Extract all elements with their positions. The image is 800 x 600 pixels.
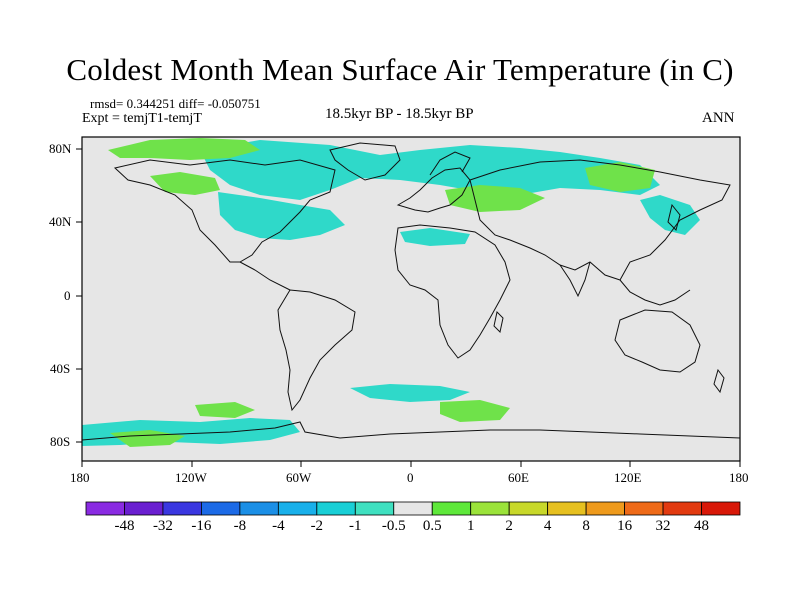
coast-new-zealand bbox=[713, 368, 725, 394]
colorbar-swatch bbox=[585, 501, 625, 516]
colorbar-swatch bbox=[85, 501, 125, 516]
colorbar-swatch bbox=[162, 501, 202, 516]
colorbar-swatch bbox=[201, 501, 241, 516]
coast-scandinavia bbox=[429, 151, 471, 176]
lat-tick-label: 80N bbox=[49, 141, 72, 156]
colorbar-label: 32 bbox=[655, 518, 671, 534]
colorbar-label: 1 bbox=[466, 518, 475, 534]
coast-greenland bbox=[329, 142, 401, 181]
period-label: 18.5kyr BP - 18.5kyr BP bbox=[325, 106, 474, 122]
colorbar-swatch bbox=[239, 501, 279, 516]
lat-tick-label: 40N bbox=[49, 214, 72, 229]
coastlines bbox=[81, 142, 741, 441]
colorbar-swatch bbox=[354, 501, 395, 516]
colorbar-label: 0.5 bbox=[422, 518, 442, 534]
colorbar-label: -1 bbox=[349, 518, 362, 534]
lon-tick-label: 60E bbox=[508, 470, 529, 485]
coast-north-america bbox=[113, 159, 336, 263]
coast-antarctica bbox=[81, 421, 741, 441]
season-label: ANN bbox=[702, 110, 735, 126]
lon-tick-label: 0 bbox=[407, 470, 414, 485]
colorbar-swatch bbox=[470, 501, 510, 516]
colorbar-swatch bbox=[662, 501, 702, 516]
colorbar-swatch bbox=[508, 501, 549, 516]
colorbar-swatch bbox=[277, 501, 318, 516]
colorbar-swatch bbox=[547, 501, 587, 516]
cool-patch-southern-atlantic bbox=[350, 384, 470, 402]
map-ticks bbox=[76, 148, 741, 467]
lat-tick-label: 80S bbox=[50, 434, 71, 449]
lon-tick-label: 180 bbox=[729, 470, 749, 485]
experiment-line: Expt = temjT1-temjT bbox=[82, 111, 202, 126]
anomaly-patches bbox=[82, 138, 700, 447]
coast-southeast-asia bbox=[619, 279, 691, 306]
warm-patch-antarctic-atlantic bbox=[440, 400, 510, 422]
coast-asia bbox=[469, 159, 731, 281]
colorbar-label: -32 bbox=[152, 518, 173, 534]
warm-patch-arctic-canada bbox=[108, 138, 260, 160]
colorbar-label: -48 bbox=[114, 518, 135, 534]
colorbar-label: -4 bbox=[272, 518, 285, 534]
colorbar-swatch bbox=[701, 501, 741, 516]
coast-south-america bbox=[277, 289, 356, 412]
coast-japan bbox=[667, 203, 681, 231]
warm-patch-antarctic-pacific bbox=[195, 402, 255, 418]
colorbar-label: -16 bbox=[191, 518, 212, 534]
colorbar-swatch bbox=[316, 501, 356, 516]
lon-tick-label: 120E bbox=[614, 470, 642, 485]
colorbar-swatch bbox=[393, 501, 433, 516]
lon-tick-label: 180 bbox=[70, 470, 90, 485]
chart-title: Coldest Month Mean Surface Air Temperatu… bbox=[66, 52, 734, 87]
warm-patch-siberia bbox=[585, 162, 655, 192]
coast-africa bbox=[394, 224, 511, 359]
colorbar-label: -8 bbox=[233, 518, 247, 534]
lat-tick-label: 40S bbox=[50, 361, 71, 376]
coast-madagascar bbox=[493, 310, 504, 334]
colorbar-swatch bbox=[124, 501, 164, 516]
colorbar-label: 8 bbox=[582, 518, 590, 534]
warm-patch-alaska bbox=[150, 172, 220, 195]
coast-india bbox=[559, 261, 591, 298]
stats-line: rmsd= 0.344251 diff= -0.050751 bbox=[90, 96, 261, 111]
coast-central-america bbox=[239, 261, 291, 291]
cool-patch-atlantic bbox=[400, 228, 470, 246]
colorbar-label: 16 bbox=[617, 518, 633, 534]
colorbar-label: -0.5 bbox=[381, 518, 406, 534]
colorbar-label: 48 bbox=[694, 518, 710, 534]
cool-patch-arctic bbox=[200, 140, 660, 200]
colorbar-swatch bbox=[624, 501, 664, 516]
lon-tick-label: 120W bbox=[175, 470, 207, 485]
colorbar-label: -2 bbox=[310, 518, 324, 534]
colorbar bbox=[85, 501, 741, 516]
colorbar-label: 4 bbox=[543, 518, 552, 534]
lat-tick-label: 0 bbox=[64, 288, 71, 303]
colorbar-swatch bbox=[431, 501, 472, 516]
cool-patch-north-america bbox=[218, 192, 345, 240]
warm-patch-central-asia bbox=[445, 185, 545, 212]
lon-tick-label: 60W bbox=[286, 470, 312, 485]
coast-australia bbox=[614, 309, 701, 373]
colorbar-label: 2 bbox=[505, 518, 513, 534]
